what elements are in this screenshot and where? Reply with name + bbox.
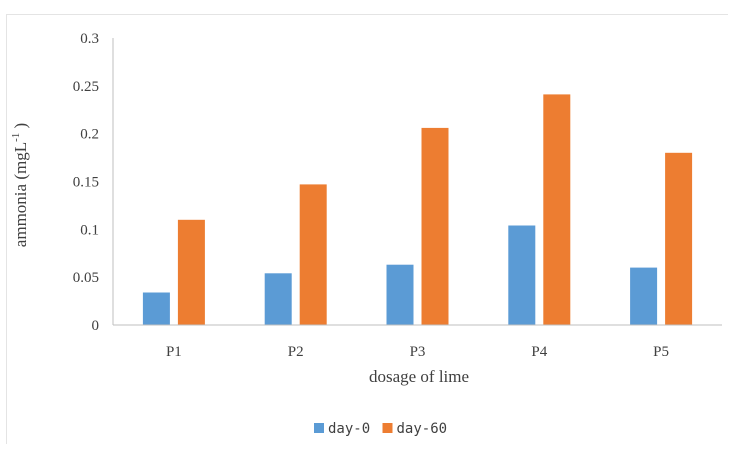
- x-tick-label: P2: [288, 344, 304, 360]
- x-tick-label: P4: [531, 344, 547, 360]
- x-tick-labels: P1 P2 P3 P4 P5: [166, 344, 669, 360]
- bar-day-60-P4: [543, 94, 571, 326]
- bar-day-60-P1: [177, 219, 205, 325]
- legend-swatch-day-60: [382, 423, 393, 433]
- bars: [142, 94, 693, 326]
- bar-day-0-P3: [386, 264, 414, 325]
- bar-day-0-P5: [630, 267, 658, 325]
- y-axis-title-main: ammonia (mgL: [11, 142, 30, 247]
- bar-day-0-P4: [508, 225, 536, 325]
- y-tick-label: 0.3: [80, 31, 99, 47]
- x-tick-label: P3: [410, 344, 426, 360]
- bar-day-60-P2: [299, 184, 327, 325]
- y-tick-label: 0.25: [73, 79, 99, 95]
- bar-day-60-P3: [421, 127, 449, 326]
- legend-swatch-day-0: [314, 423, 324, 433]
- y-axis-title-superscript: -1: [10, 133, 22, 142]
- y-tick-label: 0.2: [80, 127, 99, 143]
- y-axis-title-suffix: ): [11, 123, 30, 133]
- x-axis-title: dosage of lime: [369, 367, 469, 386]
- bar-day-0-P1: [142, 292, 170, 325]
- y-tick-label: 0.15: [73, 175, 99, 191]
- x-tick-label: P5: [653, 344, 669, 360]
- y-tick-label: 0.1: [80, 222, 99, 238]
- legend-label-day-60: day-60: [397, 421, 448, 437]
- y-axis-title: ammonia (mgL-1 ): [10, 123, 30, 247]
- bar-day-60-P5: [665, 152, 693, 325]
- legend-label-day-0: day-0: [328, 421, 370, 437]
- legend: day-0 day-60: [314, 421, 447, 437]
- y-tick-label: 0.05: [73, 270, 99, 286]
- x-tick-label: P1: [166, 344, 182, 360]
- y-tick-labels: 0 0.05 0.1 0.15 0.2 0.25 0.3: [73, 31, 99, 334]
- y-tick-label: 0: [92, 318, 100, 334]
- bar-day-0-P2: [264, 273, 292, 325]
- chart-frame: [6, 14, 728, 444]
